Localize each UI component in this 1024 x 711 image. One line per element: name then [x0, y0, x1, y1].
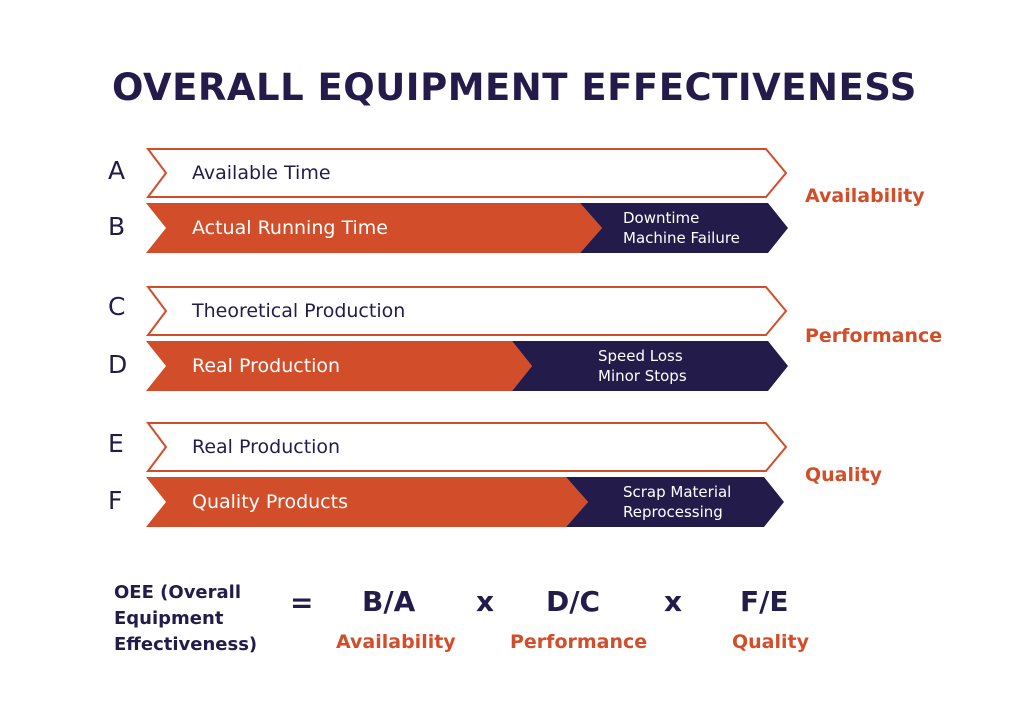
times-sign-1: x	[476, 585, 495, 618]
ratio-quality: F/E	[740, 585, 789, 618]
loss-line-2: Machine Failure	[623, 229, 740, 247]
formula-quality: Quality	[732, 631, 809, 653]
bar-quality-products: Quality Products Scrap Material Reproces…	[146, 477, 784, 527]
loss-line-1: Speed Loss	[598, 347, 683, 365]
loss-line-2: Minor Stops	[598, 367, 687, 385]
oee-label: OEE (Overall Equipment Effectiveness)	[114, 580, 274, 658]
loss-line-1: Downtime	[623, 209, 700, 227]
bar-theoretical-production: Theoretical Production	[146, 286, 788, 336]
loss-line-2: Reprocessing	[623, 503, 723, 521]
page-title: OVERALL EQUIPMENT EFFECTIVENESS	[112, 66, 917, 109]
oee-label-line-2: Equipment	[114, 608, 224, 629]
metric-availability: Availability	[805, 185, 925, 207]
row-letter-f: F	[108, 486, 123, 515]
metric-quality: Quality	[805, 464, 882, 486]
row-letter-a: A	[108, 156, 126, 185]
bar-real-production-quality: Real Production	[146, 422, 788, 472]
ratio-availability: B/A	[362, 585, 416, 618]
bar-available-time: Available Time	[146, 148, 788, 198]
ratio-performance: D/C	[546, 585, 601, 618]
loss-text: Speed Loss Minor Stops	[598, 346, 687, 386]
bar-actual-running-time: Actual Running Time Downtime Machine Fai…	[146, 203, 788, 253]
loss-text: Downtime Machine Failure	[623, 208, 740, 248]
formula-availability: Availability	[336, 631, 456, 653]
row-letter-d: D	[108, 350, 128, 379]
row-letter-e: E	[108, 429, 124, 458]
bar-real-production: Real Production Speed Loss Minor Stops	[146, 341, 788, 391]
times-sign-2: x	[664, 585, 683, 618]
bar-label: Actual Running Time	[192, 217, 388, 239]
oee-label-line-1: OEE (Overall	[114, 582, 241, 603]
row-letter-c: C	[108, 292, 126, 321]
bar-label: Real Production	[192, 355, 341, 377]
oee-label-line-3: Effectiveness)	[114, 634, 258, 655]
row-letter-b: B	[108, 212, 126, 241]
bar-label: Theoretical Production	[192, 300, 406, 322]
formula-performance: Performance	[510, 631, 648, 653]
bar-label: Available Time	[192, 162, 331, 184]
loss-line-1: Scrap Material	[623, 483, 732, 501]
bar-label: Real Production	[192, 436, 341, 458]
metric-performance: Performance	[805, 325, 943, 347]
loss-text: Scrap Material Reprocessing	[623, 482, 731, 522]
bar-label: Quality Products	[192, 491, 348, 513]
equals-sign: =	[290, 586, 314, 619]
